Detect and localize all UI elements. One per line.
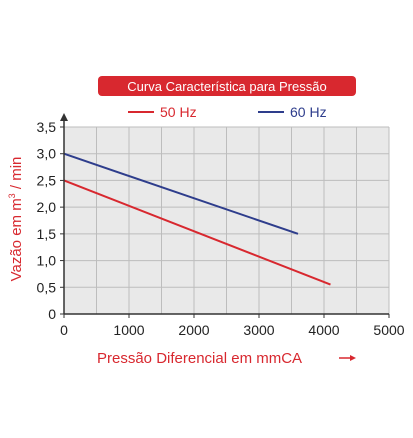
chart-title-background [98,76,356,96]
y-tick-label: 0,5 [37,279,57,295]
y-tick-label: 2,0 [37,199,57,215]
x-axis-label-arrow-icon [339,355,356,361]
x-tick-label: 5000 [373,322,404,338]
y-axis-label: Vazão em m3 / min [7,157,25,282]
x-axis-label: Pressão Diferencial em mmCA [97,350,302,367]
y-tick-label: 1,5 [37,226,57,242]
series-line-60-hz [63,152,299,235]
grid [64,126,390,314]
x-tick-label: 0 [60,322,68,338]
x-tick-label: 4000 [308,322,339,338]
y-axis-label-main: Vazão em m [8,198,25,281]
y-tick-label: 0 [48,306,56,322]
x-tick-label: 3000 [243,322,274,338]
y-tick-label: 1,0 [37,253,57,269]
series-lines [63,152,331,286]
legend-label: 50 Hz [160,104,197,120]
y-axis-label-unit: / min [8,157,25,194]
chart-title-banner: Curva Característica para Pressão [98,76,356,96]
y-axis-arrow-icon [60,113,68,121]
y-tick-label: 2,5 [37,172,57,188]
axes [60,113,390,318]
legend-label: 60 Hz [290,104,327,120]
y-tick-label: 3,5 [37,119,57,135]
x-tick-label: 2000 [178,322,209,338]
series-line-50-hz [63,179,331,286]
tick-labels: 0 0,5 1,0 1,5 2,0 2,5 3,0 3,5 0 1000 2000 3000 4000 5… [37,119,405,338]
y-tick-label: 3,0 [37,146,57,162]
legend: 50 Hz 60 Hz [128,104,327,120]
chart-title: Curva Característica para Pressão [127,79,326,94]
y-axis-label-sup: 3 [7,193,17,198]
x-tick-label: 1000 [113,322,144,338]
